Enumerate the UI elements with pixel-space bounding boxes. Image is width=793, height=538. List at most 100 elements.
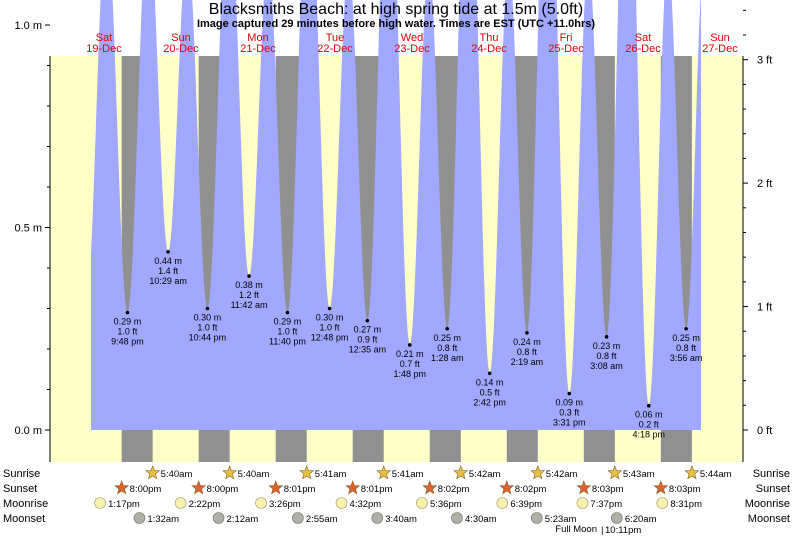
day-name-label: Sun bbox=[171, 32, 191, 44]
low-tide-point bbox=[166, 250, 170, 254]
sunset-time: 8:02pm bbox=[515, 484, 547, 495]
moonset-icon bbox=[292, 512, 304, 524]
day-date-label: 27-Dec bbox=[702, 43, 738, 55]
sunset-icon bbox=[191, 480, 207, 495]
low-tide-point bbox=[487, 371, 492, 376]
sunset-icon bbox=[422, 480, 438, 495]
sunrise-time: 5:42am bbox=[469, 469, 501, 480]
sunset-icon bbox=[345, 480, 361, 495]
moonset-time: 3:40am bbox=[385, 514, 417, 525]
low-tide-point bbox=[567, 391, 572, 396]
low-tide-label: 12:35 am bbox=[349, 345, 387, 355]
low-tide-label: 0.8 ft bbox=[517, 347, 538, 357]
moonrise-icon bbox=[255, 497, 267, 509]
moonset-icon bbox=[371, 512, 384, 524]
sunset-time: 8:00pm bbox=[130, 484, 162, 495]
low-tide-label: 3:56 am bbox=[670, 353, 703, 363]
sun-moon-events: 5:40am 5:40am 5:41am 5:41am 5:42am 5:42am 5:43… bbox=[94, 465, 732, 525]
full-moon-divider: | bbox=[601, 525, 603, 536]
low-tide-label: 0.25 m bbox=[433, 333, 461, 343]
low-tide-point bbox=[525, 331, 529, 335]
low-tide-label: 0.38 m bbox=[235, 280, 263, 290]
sunset-icon bbox=[114, 480, 130, 495]
sunrise-icon bbox=[222, 465, 238, 480]
full-moon-time: 10:11pm bbox=[605, 525, 641, 536]
day-name-label: Wed bbox=[401, 32, 423, 44]
moonrise-time: 6:39pm bbox=[510, 499, 542, 510]
moonrise-icon bbox=[576, 497, 589, 509]
low-tide-label: 11:42 am bbox=[231, 300, 268, 310]
low-tide-label: 2:19 am bbox=[511, 357, 544, 367]
low-tide-label: 10:44 pm bbox=[189, 333, 227, 343]
full-moon-note: Full Moon | 10:11pm bbox=[555, 524, 641, 536]
right-axis-tick-label: 3 ft bbox=[757, 55, 772, 67]
moonrise-time: 7:37pm bbox=[590, 499, 622, 510]
full-moon-label: Full Moon bbox=[555, 524, 597, 535]
low-tide-label: 1.0 ft bbox=[197, 323, 218, 333]
low-tide-label: 1.2 ft bbox=[239, 290, 260, 300]
moonrise-icon bbox=[94, 497, 106, 509]
low-tide-label: 0.09 m bbox=[556, 398, 584, 408]
low-tide-point bbox=[646, 403, 651, 408]
day-date-label: 21-Dec bbox=[240, 43, 276, 55]
moonset-time: 4:30am bbox=[465, 514, 497, 525]
moonset-time: 2:12am bbox=[227, 514, 259, 525]
sunrise-row-label-left: Sunrise bbox=[3, 468, 40, 480]
right-axis-tick-label: 0 ft bbox=[757, 425, 772, 437]
day-name-label: Fri bbox=[560, 32, 573, 44]
moonrise-time: 4:32pm bbox=[350, 499, 382, 510]
low-tide-label: 0.44 m bbox=[154, 256, 182, 266]
tide-area bbox=[91, 0, 701, 430]
moonset-icon bbox=[530, 512, 543, 524]
low-tide-label: 0.14 m bbox=[476, 377, 504, 387]
low-tide-point bbox=[365, 318, 370, 323]
moonset-icon bbox=[611, 512, 623, 524]
moonrise-row-label-left: Moonrise bbox=[3, 498, 48, 510]
day-date-label: 24-Dec bbox=[471, 43, 507, 55]
moonrise-time: 3:26pm bbox=[269, 499, 301, 510]
low-tide-label: 0.8 ft bbox=[597, 351, 618, 361]
tide-fill bbox=[91, 0, 701, 430]
sunrise-row-label-right: Sunrise bbox=[753, 468, 790, 480]
moonset-icon bbox=[451, 512, 463, 524]
sunrise-time: 5:41am bbox=[392, 469, 424, 480]
sunset-time: 8:01pm bbox=[361, 484, 393, 495]
low-tide-point bbox=[205, 306, 210, 311]
sunrise-icon bbox=[684, 465, 700, 480]
axes: 0.0 m0.5 m1.0 m1.5 m0 ft1 ft2 ft3 ft4 ft… bbox=[14, 9, 772, 462]
low-tide-label: 0.8 ft bbox=[437, 343, 458, 353]
left-axis-tick-label: 0.0 m bbox=[14, 425, 42, 437]
chart-title: Blacksmiths Beach: at high spring tide a… bbox=[209, 1, 583, 18]
moonset-time: 1:32am bbox=[147, 514, 179, 525]
low-tide-label: 12:48 pm bbox=[311, 333, 349, 343]
low-tide-label: 0.25 m bbox=[672, 333, 700, 343]
sunset-time: 8:01pm bbox=[284, 484, 316, 495]
sunset-time: 8:03pm bbox=[592, 484, 624, 495]
low-tide-label: 0.7 ft bbox=[400, 359, 421, 369]
moonrise-icon bbox=[416, 497, 428, 509]
sunset-time: 8:03pm bbox=[669, 484, 701, 495]
sunrise-icon bbox=[376, 465, 392, 480]
sunset-row-label-left: Sunset bbox=[3, 483, 37, 495]
low-tide-label: 0.2 ft bbox=[639, 420, 660, 430]
day-name-label: Mon bbox=[247, 32, 268, 44]
sunrise-time: 5:43am bbox=[623, 469, 655, 480]
sunset-time: 8:02pm bbox=[438, 484, 470, 495]
low-tide-label: 10:29 am bbox=[149, 276, 187, 286]
left-axis-tick-label: 1.0 m bbox=[14, 20, 42, 32]
moonrise-icon bbox=[656, 497, 669, 509]
low-tide-label: 0.30 m bbox=[194, 313, 222, 323]
left-axis-tick-label: 0.5 m bbox=[14, 223, 42, 235]
low-tide-label: 0.06 m bbox=[635, 410, 663, 420]
sunrise-time: 5:40am bbox=[238, 469, 270, 480]
sunrise-time: 5:41am bbox=[315, 469, 347, 480]
moonset-time: 5:23am bbox=[545, 514, 577, 525]
low-tide-label: 0.24 m bbox=[513, 337, 541, 347]
day-name-label: Thu bbox=[480, 32, 499, 44]
day-name-label: Sun bbox=[710, 32, 730, 44]
day-name-label: Sat bbox=[635, 32, 652, 44]
low-tide-label: 3:08 am bbox=[590, 361, 623, 371]
moonrise-time: 1:17pm bbox=[108, 499, 140, 510]
moonset-icon bbox=[212, 512, 225, 524]
